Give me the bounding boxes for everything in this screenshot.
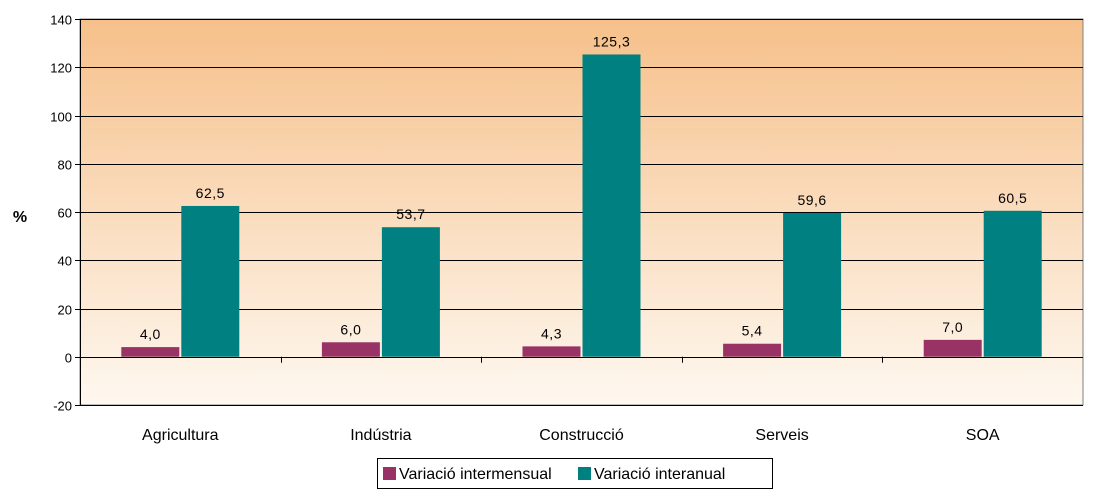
data-label: 60,5: [998, 190, 1027, 206]
data-label: 59,6: [797, 192, 826, 208]
y-tick-label: 40: [58, 254, 72, 269]
bar-intermensual-1: [321, 342, 380, 357]
y-tick-label: 120: [50, 61, 72, 76]
x-category-label: Construcció: [539, 427, 624, 444]
data-label: 62,5: [196, 185, 225, 201]
bar-intermensual-4: [923, 339, 982, 357]
bar-interanual-2: [582, 54, 641, 357]
x-category-label: Indústria: [350, 427, 411, 444]
bar-interanual-1: [381, 227, 440, 357]
x-category-label: SOA: [966, 427, 1000, 444]
legend: [377, 458, 773, 489]
legend-label: Variació intermensual: [399, 466, 552, 483]
data-label: 5,4: [742, 323, 763, 339]
data-label: 53,7: [396, 206, 425, 222]
y-tick-label: 80: [58, 158, 72, 173]
bar-interanual-0: [181, 205, 240, 357]
bar-intermensual-3: [723, 343, 782, 357]
y-tick-label: 60: [58, 206, 72, 221]
legend-swatch-interanual: [578, 467, 591, 480]
legend-swatch-intermensual: [383, 467, 396, 480]
bar-interanual-3: [783, 212, 842, 357]
bar-intermensual-2: [522, 346, 581, 357]
y-tick-label: 100: [50, 110, 72, 125]
bar-interanual-4: [983, 210, 1042, 357]
x-category-label: Agricultura: [142, 427, 219, 444]
y-tick-label: 20: [58, 303, 72, 318]
y-axis-label: %: [13, 209, 27, 226]
x-category-label: Serveis: [755, 427, 808, 444]
data-label: 4,3: [541, 325, 562, 341]
data-label: 7,0: [942, 319, 963, 335]
legend-label: Variació interanual: [594, 466, 725, 483]
y-tick-label: 140: [50, 13, 72, 28]
data-label: 4,0: [140, 326, 161, 342]
bar-intermensual-0: [121, 347, 180, 357]
y-tick-label: -20: [53, 399, 72, 414]
y-tick-label: 0: [65, 351, 72, 366]
data-label: 6,0: [340, 321, 361, 337]
data-label: 125,3: [593, 33, 631, 49]
